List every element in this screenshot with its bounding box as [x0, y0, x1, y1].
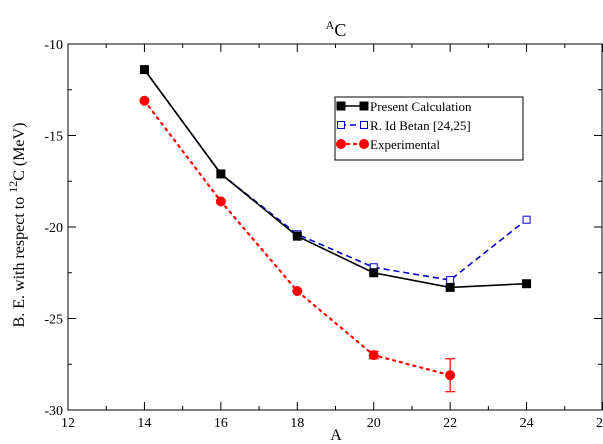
data-point: [445, 370, 456, 381]
series-line: [143, 69, 528, 281]
x-tick-label: 24: [520, 416, 534, 431]
x-axis-title: A: [330, 427, 342, 444]
y-tick-label: -25: [44, 313, 63, 328]
legend-marker: [359, 101, 369, 111]
data-point: [522, 215, 531, 224]
series-2: [139, 95, 456, 393]
series-0: [139, 65, 532, 292]
data-point: [292, 231, 302, 241]
legend-label: Experimental: [370, 137, 440, 152]
data-point: [445, 282, 455, 292]
data-point: [215, 196, 226, 207]
axis-ticks: 12 14 16 18 20 22 24 26 -30 -25 -20 -15 -10: [44, 38, 603, 431]
y-tick-label: -30: [44, 404, 63, 419]
legend-marker: [336, 139, 346, 149]
series-layer: [139, 65, 532, 393]
data-point: [368, 350, 379, 361]
data-point: [522, 279, 532, 289]
x-tick-label: 22: [443, 416, 457, 431]
y-tick-label: -15: [44, 130, 63, 145]
legend-marker: [337, 121, 345, 129]
y-axis-title: B. E. with respect to 12C (MeV): [6, 123, 28, 328]
x-tick-label: 18: [290, 416, 304, 431]
legend: Present Calculation R. Id Betan [24,25] Ex…: [334, 96, 524, 161]
data-point: [139, 65, 149, 75]
legend-marker: [359, 139, 369, 149]
legend-label: Present Calculation: [370, 99, 472, 114]
legend-marker: [360, 121, 368, 129]
data-point: [139, 95, 150, 106]
y-tick-label: -20: [44, 221, 63, 236]
chart-title: AC: [326, 18, 347, 40]
x-tick-label: 16: [214, 416, 228, 431]
legend-marker: [336, 101, 346, 111]
legend-label: R. Id Betan [24,25]: [370, 118, 471, 133]
x-tick-label: 12: [61, 416, 75, 431]
data-point: [292, 286, 303, 297]
x-tick-label: 14: [137, 416, 151, 431]
x-tick-label: 20: [367, 416, 381, 431]
y-tick-label: -10: [44, 38, 63, 53]
data-point: [216, 169, 226, 179]
series-line: [143, 69, 527, 289]
data-point: [446, 276, 455, 285]
data-point: [369, 268, 379, 278]
x-tick-label: 26: [596, 416, 603, 431]
